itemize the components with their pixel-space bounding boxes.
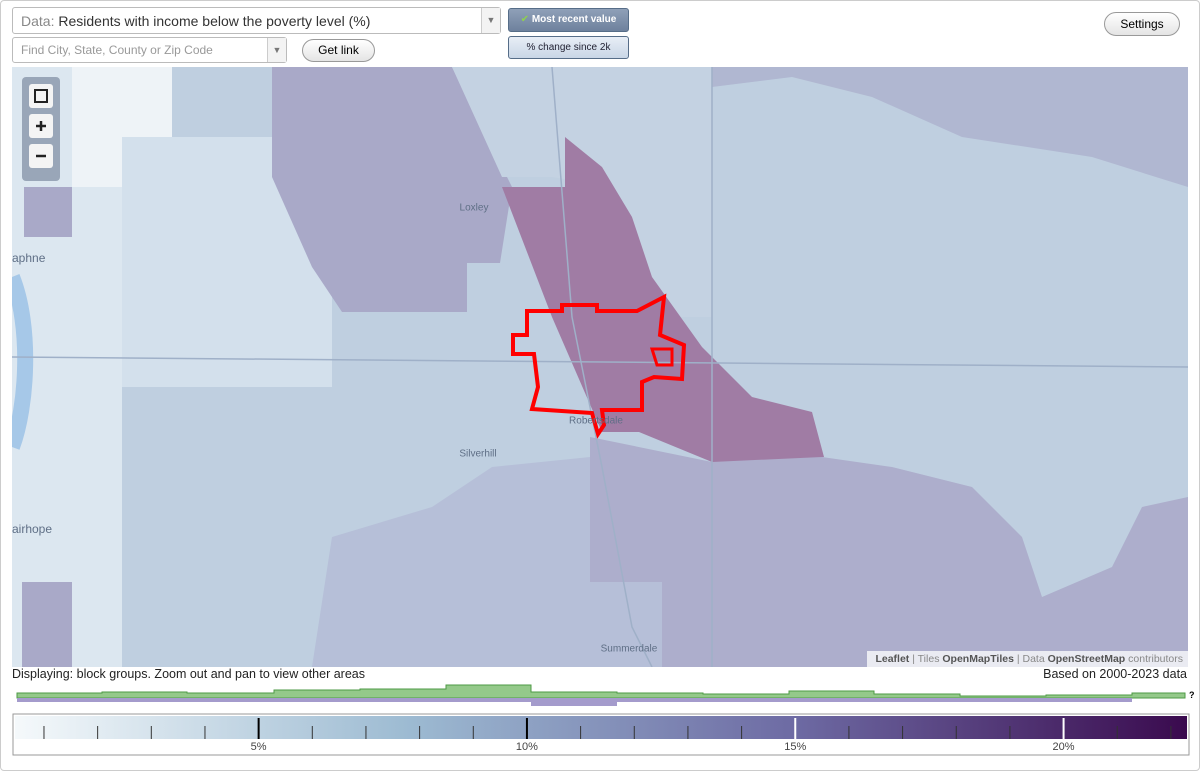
region <box>122 137 332 387</box>
attr-link[interactable]: OpenMapTiles <box>942 653 1014 665</box>
pct-change-toggle[interactable]: % change since 2k <box>508 36 629 59</box>
legend-tick-label: 15% <box>784 741 806 753</box>
region <box>272 67 512 312</box>
road <box>12 356 1188 368</box>
region <box>712 67 1188 187</box>
search-input[interactable]: Find City, State, County or Zip Code ▼ <box>12 37 287 63</box>
place-label: aphne <box>12 251 46 265</box>
legend-bar <box>15 716 1187 739</box>
fullscreen-icon <box>34 89 48 103</box>
region <box>72 67 172 187</box>
distribution-current <box>16 684 1186 699</box>
distribution-strip <box>16 684 1186 706</box>
region <box>24 187 72 237</box>
attr-text: | Tiles <box>912 653 939 665</box>
dropdown-arrow: ▼ <box>267 38 286 62</box>
region <box>22 582 72 667</box>
region <box>452 67 712 317</box>
legend: 5% 10% 15% 20% <box>12 713 1190 756</box>
legend-tick-label: 20% <box>1053 741 1075 753</box>
attr-link[interactable]: OpenStreetMap <box>1048 653 1126 665</box>
most-recent-label: Most recent value <box>531 14 617 25</box>
place-label: Silverhill <box>459 449 496 460</box>
water <box>12 274 34 450</box>
data-label: Data: <box>21 13 55 29</box>
selected-boundary <box>649 347 674 367</box>
region <box>312 457 662 667</box>
get-link-button[interactable]: Get link <box>302 39 375 62</box>
most-recent-toggle[interactable]: ✔ Most recent value <box>508 8 629 32</box>
fullscreen-button[interactable] <box>29 84 53 108</box>
legend-tick-label: 10% <box>516 741 538 753</box>
search-placeholder: Find City, State, County or Zip Code <box>21 43 213 57</box>
road <box>551 67 653 667</box>
region <box>590 437 1188 667</box>
settings-button[interactable]: Settings <box>1104 12 1180 36</box>
place-label: airhope <box>12 522 52 536</box>
attribution-bg <box>867 651 1188 667</box>
map: Loxley Robertsdale Silverhill Summerdale aph… <box>12 67 1188 667</box>
attr-text: | Data <box>1017 653 1045 665</box>
distribution-compare <box>17 698 1132 706</box>
attribution: Leaflet | Tiles OpenMapTiles | Data Open… <box>875 653 1183 665</box>
legend-tick-label: 5% <box>251 741 267 753</box>
selected-boundary <box>511 293 687 439</box>
data-range-note: Based on 2000-2023 data <box>1043 667 1187 681</box>
data-value: Residents with income below the poverty … <box>58 13 371 29</box>
attr-leaflet[interactable]: Leaflet <box>875 653 909 665</box>
plus-icon <box>36 121 46 131</box>
displaying-note: Displaying: block groups. Zoom out and p… <box>12 667 365 681</box>
place-label: Summerdale <box>601 644 658 655</box>
help-icon[interactable]: ? <box>1189 690 1195 700</box>
attr-text: contributors <box>1128 653 1183 665</box>
data-select[interactable]: Data: Residents with income below the po… <box>12 7 501 34</box>
check-icon: ✔ <box>520 14 530 25</box>
zoom-controls <box>22 77 60 181</box>
place-label: Robertsdale <box>569 416 623 427</box>
dropdown-arrow: ▼ <box>481 8 500 33</box>
place-label: Loxley <box>460 203 489 214</box>
